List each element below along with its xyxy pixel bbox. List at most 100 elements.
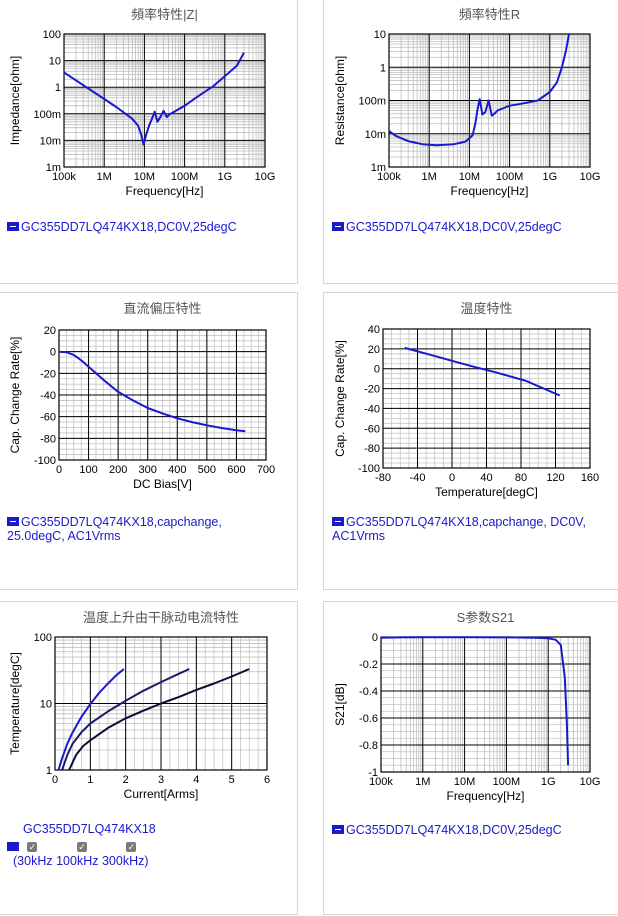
y-tick-label: 20 bbox=[368, 344, 380, 356]
x-tick-label: 10G bbox=[255, 171, 276, 183]
legend-text: GC355DD7LQ474KX18,capchange, DC0V, AC1Vr… bbox=[332, 515, 586, 543]
plot-frame bbox=[63, 33, 266, 168]
legend-swatch bbox=[332, 517, 344, 527]
x-tick-label: 1M bbox=[422, 171, 437, 183]
y-tick-label: 20 bbox=[44, 325, 56, 337]
x-tick-label: 5 bbox=[229, 774, 235, 786]
series-line-0 bbox=[57, 668, 125, 771]
legend-text: GC355DD7LQ474KX18,DC0V,25degC bbox=[21, 220, 237, 234]
legend-resistance[interactable]: GC355DD7LQ474KX18,DC0V,25degC bbox=[332, 220, 562, 234]
x-tick-label: 100k bbox=[52, 171, 76, 183]
y-tick-label: -100 bbox=[34, 455, 56, 467]
chart-title: 温度特性 bbox=[460, 301, 512, 316]
x-tick-label: 10M bbox=[454, 776, 475, 788]
x-tick-label: 100k bbox=[377, 171, 401, 183]
legend-swatch bbox=[7, 517, 19, 527]
legend-impedance[interactable]: GC355DD7LQ474KX18,DC0V,25degC bbox=[7, 220, 237, 234]
y-tick-label: 10m bbox=[40, 135, 61, 147]
legend-swatch bbox=[7, 222, 19, 232]
x-tick-label: 120 bbox=[546, 472, 564, 484]
series-line-1 bbox=[61, 668, 190, 771]
y-tick-label: 100 bbox=[43, 29, 61, 41]
chart-title: 頻率特性|Z| bbox=[131, 7, 198, 22]
x-tick-label: 10M bbox=[134, 171, 155, 183]
x-tick-label: 6 bbox=[264, 774, 270, 786]
chart-title: 直流偏压特性 bbox=[123, 301, 201, 316]
x-axis-label: Current[Arms] bbox=[124, 787, 199, 801]
x-tick-label: 0 bbox=[56, 464, 62, 476]
plot-frame bbox=[382, 328, 591, 469]
series-line-0 bbox=[404, 346, 561, 397]
y-tick-label: 100m bbox=[358, 96, 386, 108]
panel-temperature: 温度特性 -80 -40 0 40 80 120 160 -100 -80 -60 -40 -20 0 20… bbox=[323, 292, 618, 590]
x-tick-label: 1M bbox=[415, 776, 430, 788]
series-line-0 bbox=[380, 636, 570, 766]
x-tick-label: 100 bbox=[79, 464, 97, 476]
x-tick-label: 600 bbox=[227, 464, 245, 476]
series-line-0 bbox=[58, 350, 246, 433]
panel-resistance: 頻率特性R 100k 1M 10M 100M 1G 10G 1m 10m 100m 1 10 Frequ… bbox=[323, 0, 618, 284]
y-tick-label: 1m bbox=[46, 162, 61, 174]
legend-temperature[interactable]: GC355DD7LQ474KX18,capchange, DC0V, AC1Vr… bbox=[332, 515, 607, 543]
x-tick-label: 100M bbox=[493, 776, 521, 788]
y-tick-label: 0 bbox=[372, 632, 378, 644]
y-axis-label: Temperature[degC] bbox=[8, 652, 22, 755]
y-tick-label: -20 bbox=[364, 384, 380, 396]
y-tick-label: -100 bbox=[358, 463, 380, 475]
checkbox-30khz[interactable]: ✓ bbox=[27, 841, 38, 852]
chart-s21: S参数S21 100k 1M 10M 100M 1G 10G -1 -0.8 -0.6 -0.4 -0… bbox=[333, 610, 600, 803]
checkbox-row: ✓ ✓ ✓ bbox=[7, 839, 137, 853]
plot-frame bbox=[388, 33, 591, 168]
x-axis-label: DC Bias[V] bbox=[133, 477, 192, 491]
series-line-2 bbox=[68, 668, 250, 771]
plot-frame bbox=[58, 329, 267, 461]
checkbox-label-30khz: 30kHz bbox=[17, 854, 53, 868]
series-line-0 bbox=[63, 52, 245, 146]
x-tick-label: 100M bbox=[171, 171, 199, 183]
x-tick-label: 3 bbox=[158, 774, 164, 786]
y-tick-label: 100m bbox=[33, 109, 61, 121]
x-tick-label: 0 bbox=[449, 472, 455, 484]
panel-impedance: 頻率特性|Z| 100k 1M 10M 100M 1G 10G 1m 10m 100m 1 10 100… bbox=[0, 0, 298, 284]
checkbox-100khz[interactable]: ✓ bbox=[76, 841, 87, 852]
x-tick-label: 400 bbox=[168, 464, 186, 476]
y-axis-label: Resistance[ohm] bbox=[333, 56, 347, 145]
x-axis-label: Temperature[degC] bbox=[435, 485, 538, 499]
x-axis-label: Frequency[Hz] bbox=[446, 789, 524, 803]
chart-title: 温度上升由干脉动电流特性 bbox=[83, 610, 239, 625]
legend-s21[interactable]: GC355DD7LQ474KX18,DC0V,25degC bbox=[332, 823, 562, 837]
legend-text: GC355DD7LQ474KX18,DC0V,25degC bbox=[346, 220, 562, 234]
y-tick-label: 10 bbox=[374, 29, 386, 41]
legend-swatch bbox=[7, 842, 19, 852]
checkbox-label-row: (30kHz 100kHz 300kHz) bbox=[13, 854, 149, 868]
y-tick-label: 0 bbox=[50, 347, 56, 359]
x-tick-label: 1 bbox=[87, 774, 93, 786]
x-tick-label: 1M bbox=[97, 171, 112, 183]
legend-heating: GC355DD7LQ474KX18 bbox=[7, 822, 156, 836]
series-line-0 bbox=[388, 33, 570, 147]
y-tick-label: 10 bbox=[40, 699, 52, 711]
y-tick-label: 0 bbox=[374, 364, 380, 376]
legend-swatch bbox=[332, 825, 344, 835]
y-tick-label: -1 bbox=[368, 767, 378, 779]
y-tick-label: 40 bbox=[368, 324, 380, 336]
panel-s21: S参数S21 100k 1M 10M 100M 1G 10G -1 -0.8 -0.6 -0.4 -0… bbox=[323, 601, 618, 915]
y-axis-label: Cap. Change Rate[%] bbox=[333, 340, 347, 457]
y-tick-label: -40 bbox=[40, 390, 56, 402]
chart-resistance: 頻率特性R 100k 1M 10M 100M 1G 10G 1m 10m 100m 1 10 Frequ… bbox=[333, 7, 600, 198]
y-tick-label: 10 bbox=[49, 56, 61, 68]
x-tick-label: 2 bbox=[123, 774, 129, 786]
x-tick-label: 80 bbox=[515, 472, 527, 484]
checkbox-300khz[interactable]: ✓ bbox=[126, 841, 137, 852]
x-tick-label: 200 bbox=[109, 464, 127, 476]
y-tick-label: -60 bbox=[40, 412, 56, 424]
legend-dcbias[interactable]: GC355DD7LQ474KX18,capchange, 25.0degC, A… bbox=[7, 515, 247, 543]
chart-title: S参数S21 bbox=[457, 610, 515, 625]
panel-heating: 温度上升由干脉动电流特性 0 1 2 3 4 5 6 1 10 100 Current[Arms] Te… bbox=[0, 601, 298, 915]
chart-temperature: 温度特性-80 -40 0 40 80 120 160-100-80-60-40-20020… bbox=[333, 301, 599, 499]
plot-frame bbox=[54, 636, 268, 771]
x-tick-label: 1G bbox=[217, 171, 232, 183]
legend-swatch bbox=[332, 222, 344, 232]
